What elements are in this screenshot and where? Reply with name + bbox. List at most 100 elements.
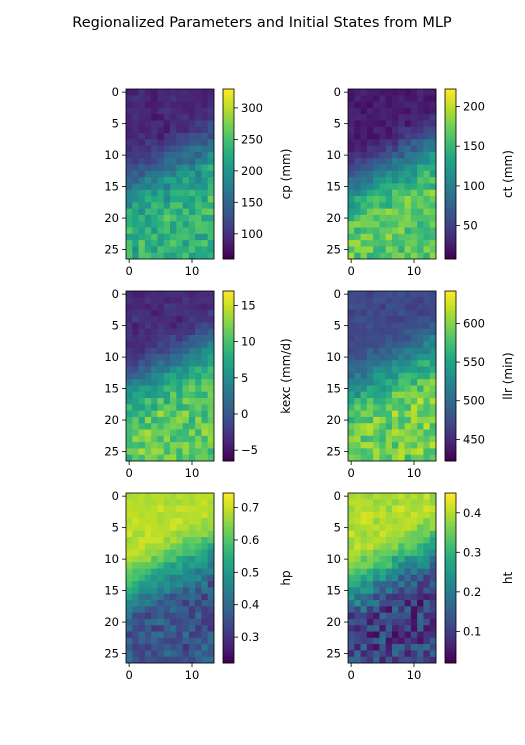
heatmap-cell <box>182 95 190 102</box>
heatmap-cell <box>163 366 171 374</box>
colorbar-step <box>223 493 234 497</box>
colorbar-step <box>445 401 456 405</box>
heatmap-cell <box>201 435 209 443</box>
heatmap-cell <box>170 189 177 197</box>
heatmap-cell <box>170 246 177 254</box>
heatmap-cell <box>429 360 437 367</box>
heatmap-cell <box>379 606 387 613</box>
heatmap-cell <box>354 398 361 405</box>
colorbar-step <box>223 145 234 149</box>
colorbar-step <box>445 378 456 383</box>
heatmap-cell <box>126 511 133 519</box>
heatmap-cell <box>188 524 196 532</box>
heatmap-cell <box>410 347 418 355</box>
heatmap-cell <box>170 555 177 563</box>
heatmap-cell <box>423 95 431 102</box>
heatmap-cell <box>398 568 405 576</box>
colorbar-step <box>445 452 456 456</box>
colorbar-step <box>445 120 456 124</box>
heatmap-cell <box>385 151 393 159</box>
colorbar-step <box>445 458 456 462</box>
heatmap-cell <box>151 189 158 197</box>
heatmap-cell <box>201 618 209 626</box>
colorbar-step <box>223 165 234 169</box>
heatmap-cell <box>188 133 196 140</box>
heatmap-cell <box>188 562 196 569</box>
heatmap-cell <box>423 587 431 595</box>
colorbar-step <box>223 395 234 400</box>
heatmap-cell <box>379 505 387 513</box>
heatmap-cell <box>126 385 133 393</box>
heatmap-cell <box>201 537 209 544</box>
heatmap-cell <box>188 120 196 128</box>
heatmap-cell <box>360 391 368 399</box>
heatmap-cell <box>398 291 405 298</box>
heatmap-cell <box>348 252 355 260</box>
heatmap-cell <box>188 316 196 323</box>
heatmap-cell <box>410 562 418 569</box>
colorbar-step <box>223 415 234 419</box>
heatmap-cell <box>429 214 437 222</box>
heatmap-cell <box>126 328 133 336</box>
y-tick-label: 25 <box>104 647 119 661</box>
heatmap-cell <box>201 549 209 557</box>
heatmap-cell <box>379 347 387 355</box>
colorbar-step <box>445 609 456 613</box>
heatmap-cell <box>348 177 355 184</box>
colorbar-tick-label: 500 <box>463 394 485 408</box>
heatmap-cell <box>354 423 361 430</box>
heatmap-cell <box>398 360 405 367</box>
y-tick-label: 10 <box>326 552 341 566</box>
heatmap-cell <box>138 139 146 147</box>
heatmap-cell <box>182 631 190 639</box>
heatmap-cell <box>366 139 374 147</box>
heatmap-cell <box>410 189 418 197</box>
heatmap-cell <box>354 435 361 443</box>
heatmap-cell <box>144 530 152 538</box>
heatmap-cell <box>182 574 190 582</box>
heatmap-cell <box>423 618 431 626</box>
heatmap-cell <box>360 612 368 620</box>
heatmap-cell <box>176 537 183 544</box>
heatmap-cell <box>366 164 374 172</box>
heatmap-cell <box>373 650 380 658</box>
heatmap-cell <box>201 335 209 342</box>
heatmap-cell <box>373 416 380 424</box>
heatmap-cell <box>182 335 190 342</box>
heatmap-cell <box>182 183 190 191</box>
heatmap-cell <box>144 133 152 140</box>
heatmap-cell <box>373 133 380 140</box>
heatmap-cell <box>410 297 418 304</box>
colorbar-step <box>445 179 456 183</box>
heatmap-cell <box>207 637 215 645</box>
heatmap-cell <box>348 322 355 330</box>
heatmap-cell <box>360 151 368 159</box>
heatmap-cell <box>398 151 405 159</box>
heatmap-cell <box>144 240 152 247</box>
heatmap-cell <box>207 454 215 462</box>
heatmap-cell <box>163 353 171 361</box>
colorbar-step <box>445 308 456 312</box>
heatmap-cell <box>398 587 405 595</box>
heatmap-cell <box>360 246 368 254</box>
heatmap-cell <box>132 587 139 595</box>
heatmap-cell <box>132 183 139 191</box>
heatmap-cell <box>366 524 374 532</box>
colorbar-step <box>223 407 234 411</box>
heatmap-cell <box>348 347 355 355</box>
heatmap-cell <box>151 555 158 563</box>
heatmap-cell <box>354 404 361 411</box>
heatmap-cell <box>392 568 399 576</box>
heatmap-cell <box>126 379 133 386</box>
heatmap-cell <box>151 581 158 588</box>
heatmap-cell <box>201 606 209 613</box>
heatmap-cell <box>170 442 177 449</box>
heatmap-cell <box>138 511 146 519</box>
heatmap-cell <box>360 423 368 430</box>
heatmap-cell <box>417 637 424 645</box>
heatmap-cell <box>144 366 152 374</box>
heatmap-cell <box>366 189 374 197</box>
heatmap-cell <box>157 322 165 330</box>
heatmap-cell <box>151 145 158 153</box>
heatmap-cell <box>207 587 215 595</box>
